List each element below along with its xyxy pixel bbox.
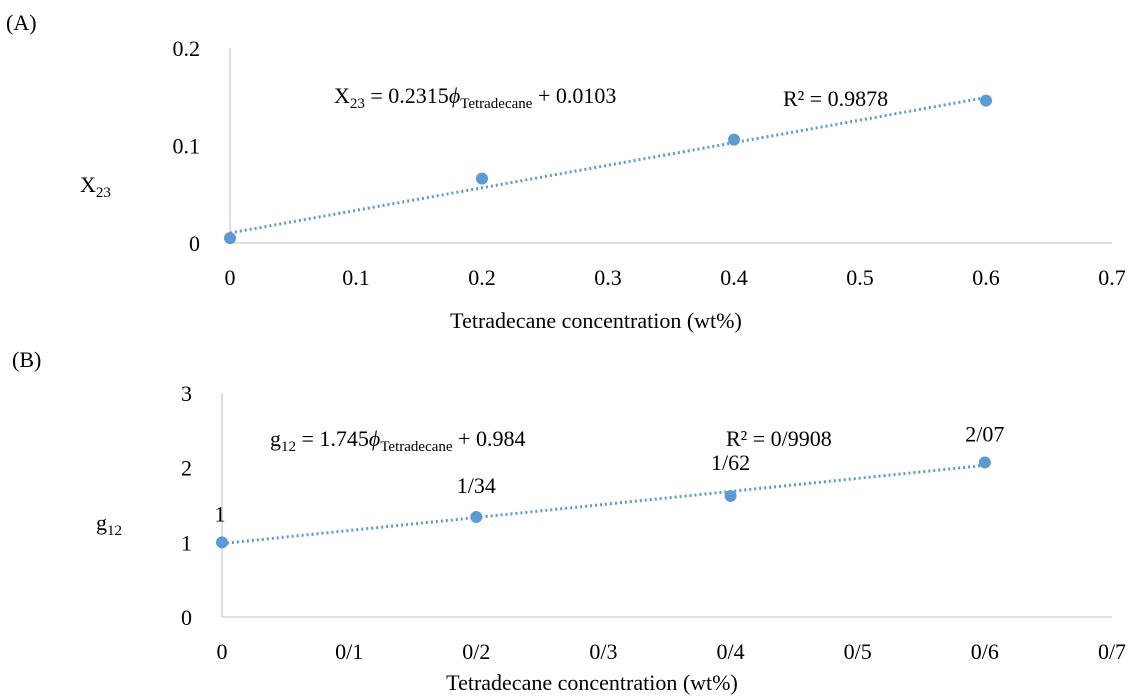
y-tick-label: 0.1: [173, 134, 201, 159]
x-tick-label: 0: [225, 265, 236, 290]
r-squared-label: R² = 0.9878: [783, 86, 888, 111]
x-tick-label: 0.7: [1098, 265, 1126, 290]
data-label: 2/07: [965, 421, 1004, 446]
y-tick-label: 2: [181, 456, 192, 481]
x-axis-title: Tetradecane concentration (wt%): [446, 670, 738, 695]
chart-panel-b: (B)0 0/1 0/2 0/3 0/4 0/5 0/6 0/70123Tetradecane…: [12, 347, 1126, 695]
panel-label: (A): [6, 10, 37, 35]
x-tick-label: 0: [217, 639, 228, 664]
y-tick-label: 3: [181, 381, 192, 406]
y-axis-title-main: g: [96, 510, 107, 535]
equation-lhs-subscript: 12: [281, 439, 296, 455]
y-axis-title-subscript: 23: [96, 185, 111, 201]
x-tick-label: 0/3: [589, 639, 617, 664]
y-tick-label: 0: [189, 231, 200, 256]
x-tick-label: 0/5: [844, 639, 872, 664]
x-tick-label: 0.2: [468, 265, 496, 290]
equation-phi: ϕ: [449, 83, 460, 108]
data-point: [724, 490, 737, 503]
y-axis-title: X23: [80, 172, 111, 201]
equation-lhs: g: [270, 426, 281, 451]
data-point: [224, 232, 236, 245]
data-label: 1/62: [711, 450, 750, 475]
data-point: [978, 456, 991, 469]
trendline-equation: X23 = 0.2315ϕTetradecane + 0.0103: [334, 83, 616, 112]
data-label: 1/34: [457, 473, 496, 498]
x-tick-label: 0/7: [1098, 639, 1126, 664]
equation-intercept: + 0.984: [453, 426, 526, 451]
panel-label: (B): [12, 347, 41, 372]
equation-phi-subscript: Tetradecane: [380, 439, 453, 455]
data-point: [980, 94, 992, 107]
data-point: [728, 133, 740, 146]
x-tick-label: 0.4: [720, 265, 748, 290]
y-tick-label: 0: [181, 605, 192, 630]
y-tick-label: 1: [181, 530, 192, 555]
x-tick-label: 0/6: [971, 639, 999, 664]
x-tick-label: 0.1: [342, 265, 370, 290]
x-tick-label: 0/4: [717, 639, 745, 664]
y-axis-title: g12: [96, 510, 122, 539]
x-tick-label: 0.6: [972, 265, 1000, 290]
data-label: 1: [215, 501, 226, 526]
y-tick-label: 0.2: [173, 36, 201, 61]
trendline: [221, 463, 986, 546]
x-axis-title: Tetradecane concentration (wt%): [450, 308, 742, 333]
trendline-equation: g12 = 1.745ϕTetradecane + 0.984: [270, 426, 525, 455]
equation-lhs-subscript: 23: [350, 96, 365, 112]
data-point: [476, 172, 488, 185]
x-tick-label: 0/2: [462, 639, 490, 664]
x-tick-label: 0.3: [594, 265, 622, 290]
equation-phi-subscript: Tetradecane: [460, 96, 533, 112]
data-point: [470, 510, 483, 523]
r-squared-label: R² = 0/9908: [726, 426, 832, 451]
trendline: [229, 96, 987, 235]
equation-intercept: + 0.0103: [532, 83, 616, 108]
y-axis-title-subscript: 12: [107, 523, 122, 539]
chart-panel-a: (A) 0 0.1 0.2 0.3 0.4 0.5 0.6 0.7 0 0.1 0.2 Tetradec…: [6, 10, 1126, 333]
equation-slope: = 1.745: [296, 426, 369, 451]
y-axis-title-main: X: [80, 172, 96, 197]
data-point: [216, 536, 228, 549]
equation-lhs: X: [334, 83, 350, 108]
equation-phi: ϕ: [369, 426, 380, 451]
x-tick-label: 0.5: [846, 265, 874, 290]
x-tick-label: 0/1: [335, 639, 363, 664]
equation-slope: = 0.2315: [365, 83, 449, 108]
